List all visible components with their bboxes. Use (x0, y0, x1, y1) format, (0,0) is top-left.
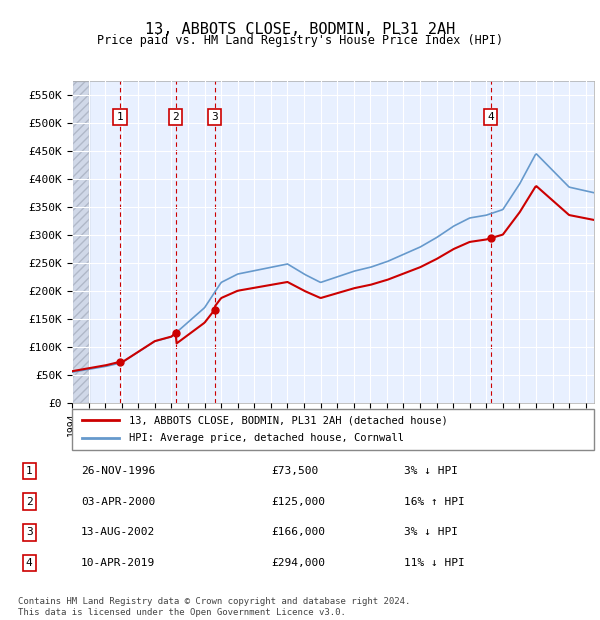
Text: £294,000: £294,000 (271, 558, 325, 568)
Text: 2: 2 (26, 497, 32, 507)
Text: 10-APR-2019: 10-APR-2019 (81, 558, 155, 568)
Text: 3% ↓ HPI: 3% ↓ HPI (404, 466, 458, 476)
Text: £73,500: £73,500 (271, 466, 319, 476)
Text: 4: 4 (487, 112, 494, 122)
Text: 1: 1 (116, 112, 124, 122)
Text: HPI: Average price, detached house, Cornwall: HPI: Average price, detached house, Corn… (130, 433, 404, 443)
Text: 3: 3 (211, 112, 218, 122)
Text: Contains HM Land Registry data © Crown copyright and database right 2024.: Contains HM Land Registry data © Crown c… (18, 597, 410, 606)
Text: Price paid vs. HM Land Registry's House Price Index (HPI): Price paid vs. HM Land Registry's House … (97, 34, 503, 47)
Text: 13, ABBOTS CLOSE, BODMIN, PL31 2AH (detached house): 13, ABBOTS CLOSE, BODMIN, PL31 2AH (deta… (130, 415, 448, 425)
Text: 2: 2 (172, 112, 179, 122)
Text: 11% ↓ HPI: 11% ↓ HPI (404, 558, 464, 568)
FancyBboxPatch shape (72, 409, 594, 450)
Text: 16% ↑ HPI: 16% ↑ HPI (404, 497, 464, 507)
Text: 4: 4 (26, 558, 32, 568)
Text: £166,000: £166,000 (271, 528, 325, 538)
Bar (72, 81, 89, 403)
Text: 3: 3 (26, 528, 32, 538)
Text: This data is licensed under the Open Government Licence v3.0.: This data is licensed under the Open Gov… (18, 608, 346, 617)
Text: 13, ABBOTS CLOSE, BODMIN, PL31 2AH: 13, ABBOTS CLOSE, BODMIN, PL31 2AH (145, 22, 455, 37)
Text: £125,000: £125,000 (271, 497, 325, 507)
Text: 13-AUG-2002: 13-AUG-2002 (81, 528, 155, 538)
Text: 3% ↓ HPI: 3% ↓ HPI (404, 528, 458, 538)
Text: 03-APR-2000: 03-APR-2000 (81, 497, 155, 507)
Text: 1: 1 (26, 466, 32, 476)
Text: 26-NOV-1996: 26-NOV-1996 (81, 466, 155, 476)
